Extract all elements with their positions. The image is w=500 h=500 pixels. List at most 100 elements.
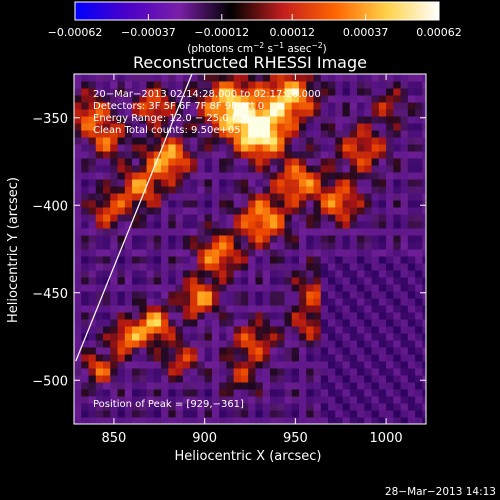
heatmap-pixel <box>139 382 148 390</box>
heatmap-pixel <box>95 186 104 194</box>
heatmap-pixel <box>175 326 184 334</box>
heatmap-pixel <box>320 403 329 411</box>
heatmap-pixel <box>103 284 111 292</box>
heatmap-pixel <box>393 207 402 215</box>
heatmap-pixel <box>277 256 285 264</box>
heatmap-pixel <box>306 158 315 166</box>
heatmap-pixel <box>124 221 133 229</box>
heatmap-pixel <box>146 130 155 138</box>
heatmap-pixel <box>233 354 242 362</box>
heatmap-pixel <box>400 228 409 236</box>
heatmap-pixel <box>407 284 416 292</box>
heatmap-pixel <box>407 361 416 369</box>
heatmap-pixel <box>422 403 426 411</box>
heatmap-pixel <box>74 382 82 390</box>
heatmap-pixel <box>328 263 336 271</box>
heatmap-pixel <box>161 340 169 348</box>
heatmap-pixel <box>153 109 162 117</box>
heatmap-pixel <box>240 319 249 327</box>
heatmap-pixel <box>204 340 213 348</box>
heatmap-pixel <box>233 298 242 306</box>
heatmap-pixel <box>378 312 387 320</box>
heatmap-pixel <box>81 102 90 110</box>
heatmap-pixel <box>161 298 169 306</box>
heatmap-pixel <box>407 368 416 376</box>
heatmap-pixel <box>219 270 227 278</box>
heatmap-pixel <box>139 221 148 229</box>
heatmap-pixel <box>357 256 365 264</box>
heatmap-pixel <box>110 298 119 306</box>
heatmap-pixel <box>415 270 423 278</box>
heatmap-pixel <box>95 144 104 152</box>
heatmap-pixel <box>211 207 220 215</box>
heatmap-pixel <box>168 242 177 250</box>
heatmap-pixel <box>219 319 227 327</box>
heatmap-pixel <box>190 172 198 180</box>
heatmap-pixel <box>190 270 198 278</box>
heatmap-pixel <box>400 347 409 355</box>
heatmap-pixel <box>168 298 177 306</box>
heatmap-pixel <box>197 242 206 250</box>
heatmap-pixel <box>313 116 322 124</box>
heatmap-pixel <box>168 305 177 313</box>
heatmap-pixel <box>124 81 133 89</box>
heatmap-pixel <box>298 340 307 348</box>
heatmap-pixel <box>255 396 264 404</box>
heatmap-pixel <box>284 361 293 369</box>
heatmap-pixel <box>415 354 423 362</box>
heatmap-pixel <box>146 354 155 362</box>
heatmap-pixel <box>117 158 126 166</box>
heatmap-pixel <box>124 277 133 285</box>
heatmap-pixel <box>190 340 198 348</box>
heatmap-pixel <box>161 284 169 292</box>
heatmap-pixel <box>124 347 133 355</box>
heatmap-pixel <box>233 389 242 397</box>
heatmap-pixel <box>204 88 213 96</box>
heatmap-pixel <box>81 382 90 390</box>
heatmap-pixel <box>386 228 394 236</box>
heatmap-pixel <box>240 123 249 131</box>
heatmap-pixel <box>386 368 394 376</box>
heatmap-pixel <box>197 249 206 257</box>
heatmap-pixel <box>182 228 191 236</box>
heatmap-pixel <box>233 305 242 313</box>
heatmap-pixel <box>226 221 235 229</box>
heatmap-pixel <box>313 235 322 243</box>
heatmap-pixel <box>364 200 373 208</box>
heatmap-pixel <box>262 368 271 376</box>
heatmap-pixel <box>328 298 336 306</box>
heatmap-pixel <box>240 361 249 369</box>
heatmap-pixel <box>103 165 111 173</box>
heatmap-pixel <box>291 410 300 418</box>
heatmap-pixel <box>357 235 365 243</box>
heatmap-pixel <box>168 277 177 285</box>
heatmap-pixel <box>110 137 119 145</box>
heatmap-pixel <box>124 74 133 82</box>
heatmap-pixel <box>400 396 409 404</box>
heatmap-pixel <box>139 186 148 194</box>
heatmap-pixel <box>153 249 162 257</box>
heatmap-pixel <box>175 368 184 376</box>
heatmap-pixel <box>175 333 184 341</box>
heatmap-pixel <box>284 235 293 243</box>
heatmap-pixel <box>342 263 351 271</box>
heatmap-pixel <box>175 361 184 369</box>
heatmap-pixel <box>269 88 278 96</box>
y-axis-title: Heliocentric Y (arcsec) <box>6 177 21 323</box>
heatmap-pixel <box>269 340 278 348</box>
heatmap-pixel <box>407 214 416 222</box>
heatmap-pixel <box>277 389 285 397</box>
heatmap-pixel <box>117 137 126 145</box>
heatmap-pixel <box>371 263 380 271</box>
heatmap-pixel <box>364 368 373 376</box>
heatmap-pixel <box>422 319 426 327</box>
heatmap-pixel <box>139 375 148 383</box>
heatmap-pixel <box>175 417 184 424</box>
heatmap-pixel <box>190 417 198 424</box>
heatmap-pixel <box>88 186 97 194</box>
heatmap-pixel <box>306 221 315 229</box>
heatmap-pixel <box>74 277 82 285</box>
heatmap-pixel <box>175 221 184 229</box>
heatmap-pixel <box>371 186 380 194</box>
heatmap-pixel <box>219 144 227 152</box>
